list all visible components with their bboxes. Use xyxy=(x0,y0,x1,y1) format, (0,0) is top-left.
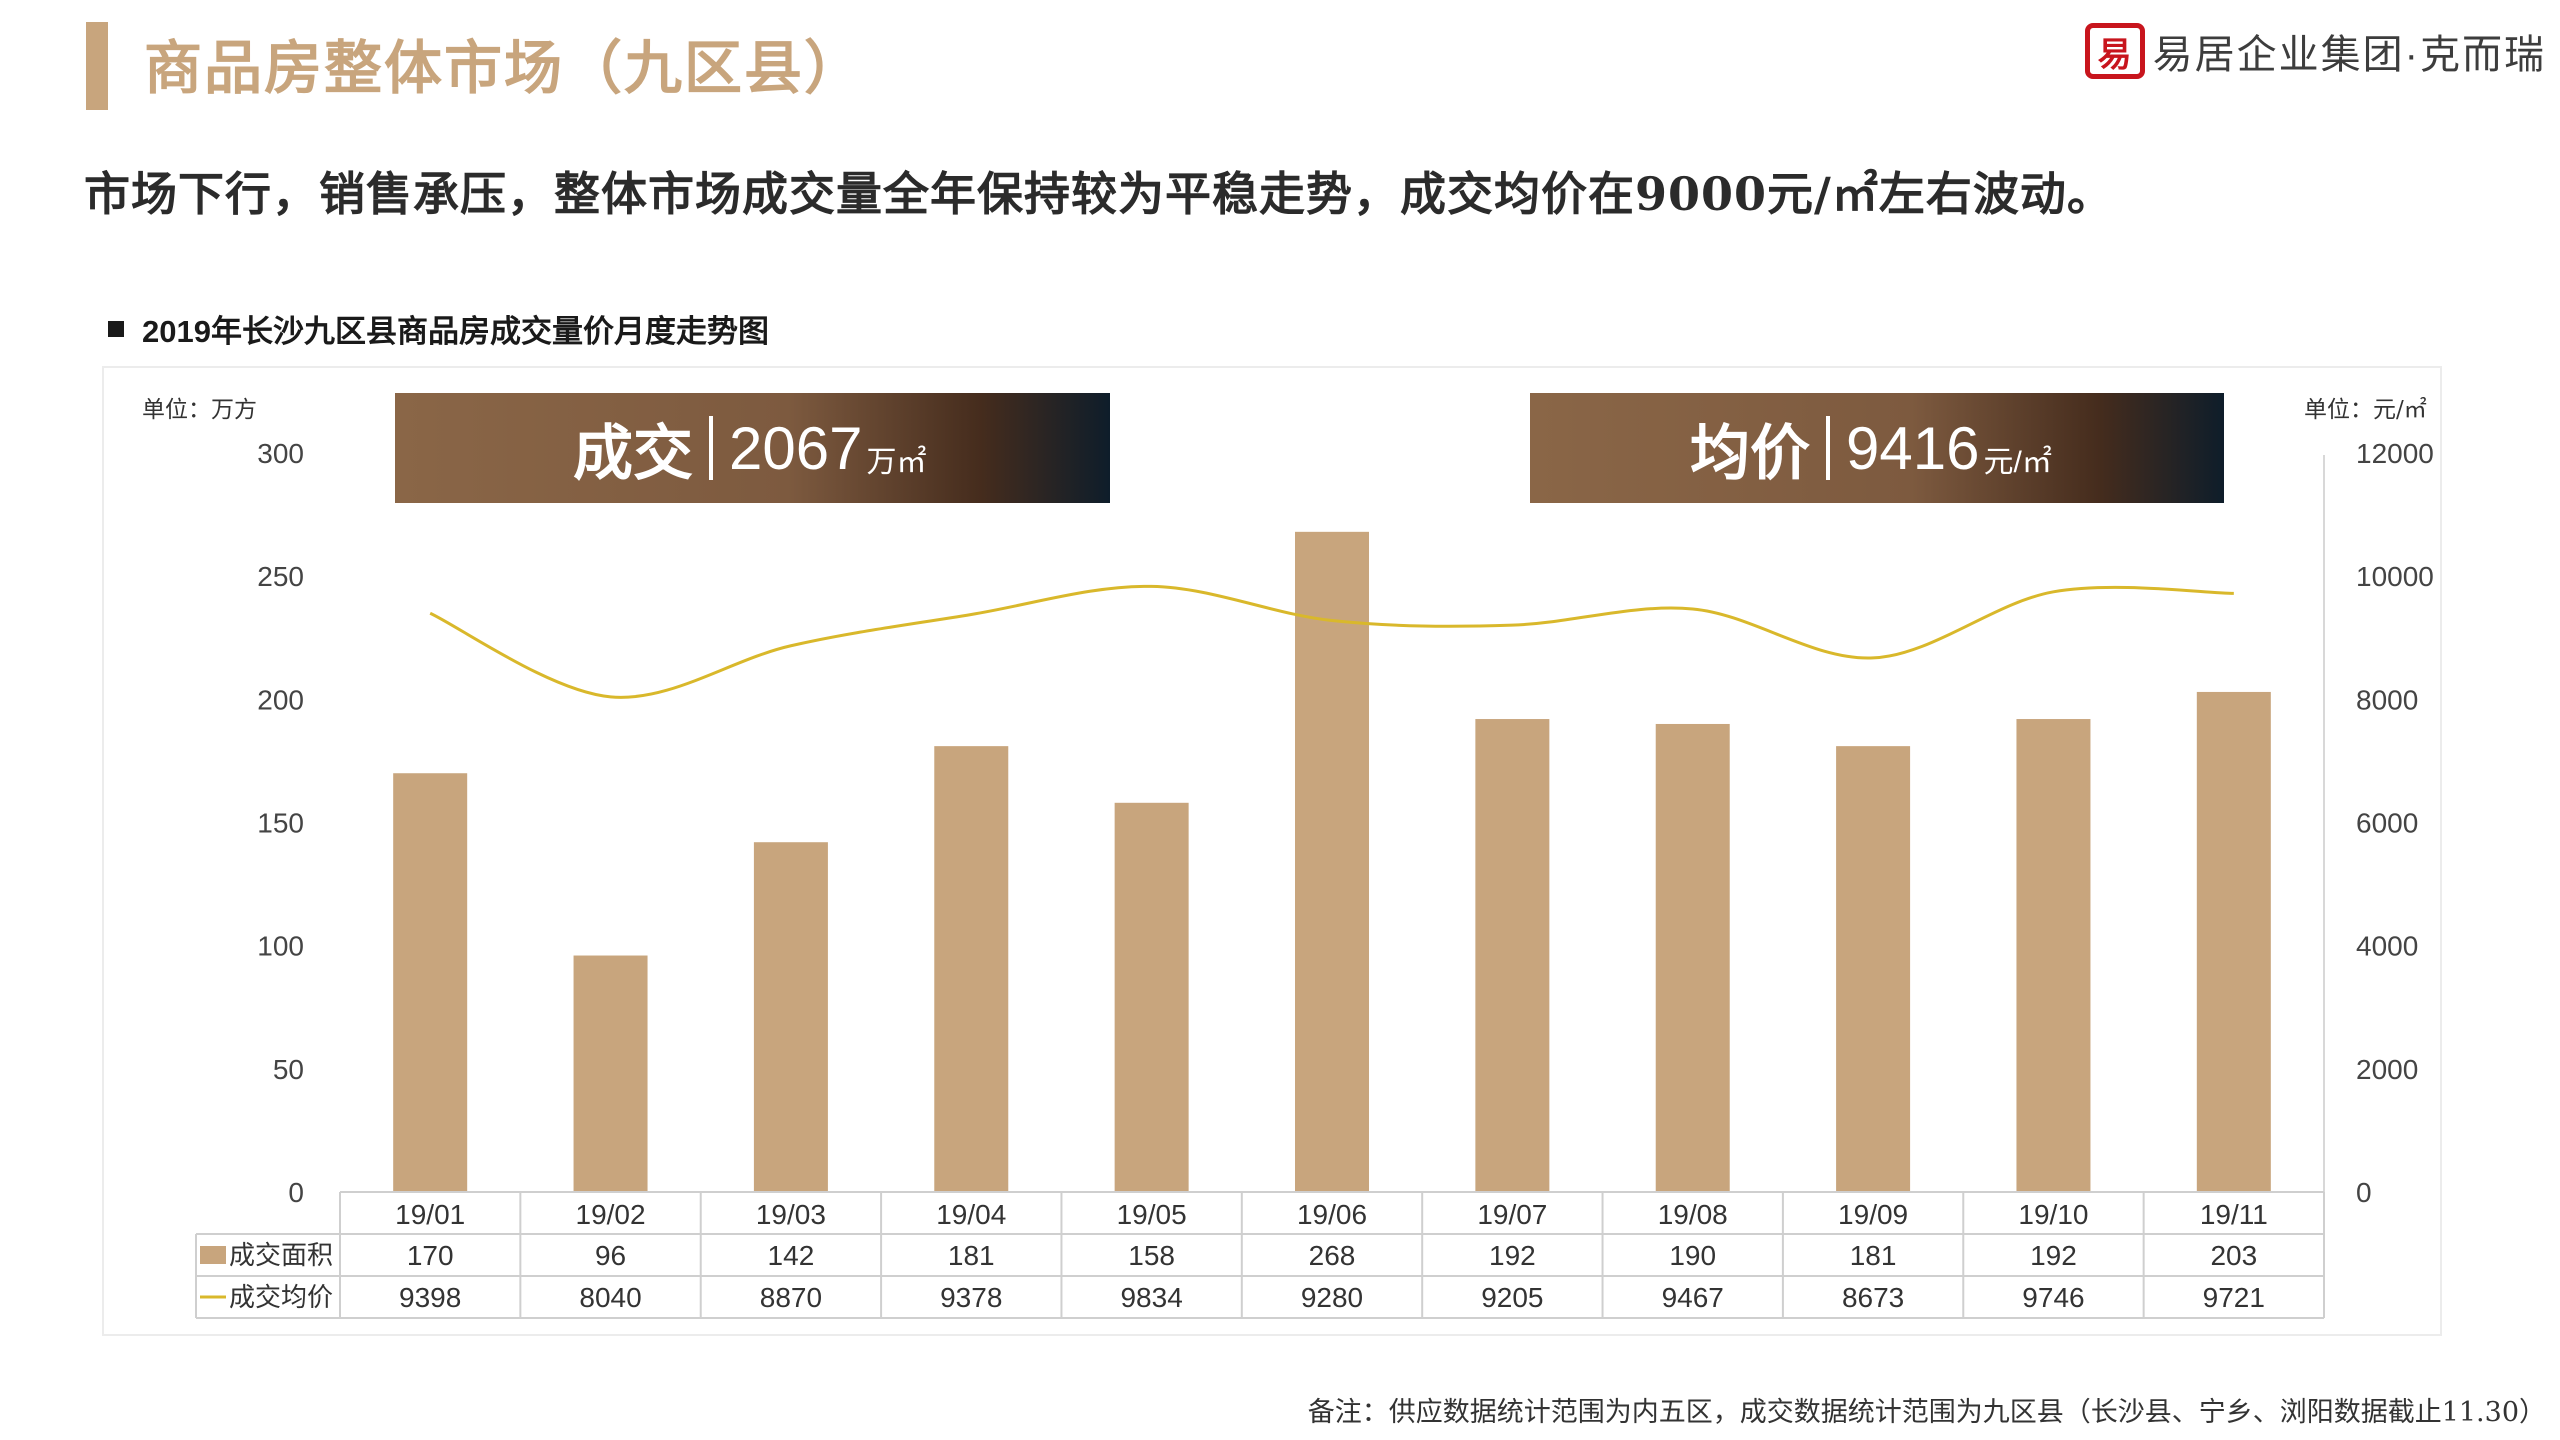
price-value-cell: 8870 xyxy=(760,1282,822,1313)
square-bullet-icon xyxy=(108,320,124,337)
price-value-cell: 9398 xyxy=(399,1282,461,1313)
price-value-cell: 9746 xyxy=(2022,1282,2084,1313)
y-right-tick-label: 2000 xyxy=(2356,1054,2418,1085)
x-tick-label: 19/11 xyxy=(2200,1199,2268,1230)
price-value-cell: 8040 xyxy=(579,1282,641,1313)
price-value-cell: 9378 xyxy=(940,1282,1002,1313)
title-accent-bar xyxy=(86,22,108,110)
y-left-tick-label: 200 xyxy=(257,684,304,715)
volume-label: 成交 xyxy=(573,418,693,489)
chart-title: 2019年长沙九区县商品房成交量价月度走势图 xyxy=(142,314,769,349)
x-tick-label: 19/02 xyxy=(576,1199,646,1230)
area-value-cell: 142 xyxy=(768,1240,815,1271)
y-left-tick-label: 50 xyxy=(273,1054,304,1085)
legend-bar-swatch xyxy=(200,1246,226,1264)
price-unit: 元/㎡ xyxy=(1983,446,2052,479)
logo-text: 易居企业集团·克而瑞 xyxy=(2152,33,2546,77)
page-title: 商品房整体市场（九区县） xyxy=(144,34,865,102)
y-right-tick-label: 4000 xyxy=(2356,931,2418,962)
price-banner: 均价 9416 元/㎡ xyxy=(1530,393,2224,503)
volume-banner: 成交 2067 万㎡ xyxy=(395,393,1110,503)
price-value-cell: 9205 xyxy=(1481,1282,1543,1313)
area-value-cell: 268 xyxy=(1309,1240,1356,1271)
bar xyxy=(753,842,828,1192)
chart-title-row: 2019年长沙九区县商品房成交量价月度走势图 xyxy=(108,306,769,351)
bar xyxy=(934,746,1009,1192)
area-value-cell: 181 xyxy=(1850,1240,1897,1271)
y-right-tick-label: 0 xyxy=(2356,1177,2372,1208)
price-value-cell: 9280 xyxy=(1301,1282,1363,1313)
y-right-tick-label: 12000 xyxy=(2356,438,2434,469)
headline: 市场下行，销售承压，整体市场成交量全年保持较为平稳走势，成交均价在9000元/㎡… xyxy=(84,167,2114,221)
banner-divider xyxy=(709,416,713,480)
area-value-cell: 192 xyxy=(1489,1240,1536,1271)
volume-unit: 万㎡ xyxy=(866,446,927,479)
left-axis-unit: 单位：万方 xyxy=(142,397,257,423)
x-tick-label: 19/08 xyxy=(1658,1199,1728,1230)
y-left-tick-label: 150 xyxy=(257,808,304,839)
x-tick-label: 19/06 xyxy=(1297,1199,1367,1230)
x-tick-label: 19/10 xyxy=(2018,1199,2088,1230)
y-left-tick-label: 100 xyxy=(257,931,304,962)
bar xyxy=(1475,719,1550,1192)
x-tick-label: 19/05 xyxy=(1117,1199,1187,1230)
bar xyxy=(573,955,648,1192)
bar xyxy=(1295,531,1369,1192)
price-value-cell: 8673 xyxy=(1842,1282,1904,1313)
area-value-cell: 170 xyxy=(407,1240,454,1271)
price-value-cell: 9834 xyxy=(1120,1282,1182,1313)
y-left-tick-label: 300 xyxy=(257,438,304,469)
x-tick-label: 19/01 xyxy=(395,1199,465,1230)
area-value-cell: 203 xyxy=(2210,1240,2257,1271)
footnote: 备注：供应数据统计范围为内五区，成交数据统计范围为九区县（长沙县、宁乡、浏阳数据… xyxy=(1307,1397,2546,1428)
bar xyxy=(2196,691,2271,1192)
legend-price-label: 成交均价 xyxy=(229,1283,333,1313)
bar xyxy=(1114,802,1189,1192)
right-axis-unit: 单位：元/㎡ xyxy=(2304,397,2427,423)
bar xyxy=(2016,719,2091,1192)
price-value-cell: 9467 xyxy=(1662,1282,1724,1313)
price-value: 9416 xyxy=(1846,414,1980,482)
company-logo: 易 易居企业集团·克而瑞 xyxy=(2084,22,2546,80)
seal-icon: 易 xyxy=(2084,23,2145,79)
x-tick-label: 19/04 xyxy=(936,1199,1006,1230)
legend-area-label: 成交面积 xyxy=(229,1241,333,1271)
bar xyxy=(1836,746,1911,1192)
area-value-cell: 190 xyxy=(1669,1240,1716,1271)
price-value-cell: 9721 xyxy=(2203,1282,2265,1313)
y-left-tick-label: 0 xyxy=(288,1177,304,1208)
y-right-tick-label: 8000 xyxy=(2356,684,2418,715)
area-value-cell: 96 xyxy=(595,1240,626,1271)
price-label: 均价 xyxy=(1690,418,1810,489)
banner-divider xyxy=(1826,416,1830,480)
y-right-tick-label: 10000 xyxy=(2356,561,2434,592)
price-line xyxy=(429,584,2234,699)
area-value-cell: 181 xyxy=(948,1240,995,1271)
x-tick-label: 19/09 xyxy=(1838,1199,1908,1230)
y-right-tick-label: 6000 xyxy=(2356,808,2418,839)
volume-value: 2067 xyxy=(729,414,863,482)
chart-panel xyxy=(102,366,2442,1336)
area-value-cell: 158 xyxy=(1128,1240,1175,1271)
x-tick-label: 19/07 xyxy=(1477,1199,1547,1230)
area-value-cell: 192 xyxy=(2030,1240,2077,1271)
x-tick-label: 19/03 xyxy=(756,1199,826,1230)
y-left-tick-label: 250 xyxy=(257,561,304,592)
bar xyxy=(393,773,468,1192)
bar xyxy=(1655,723,1730,1192)
